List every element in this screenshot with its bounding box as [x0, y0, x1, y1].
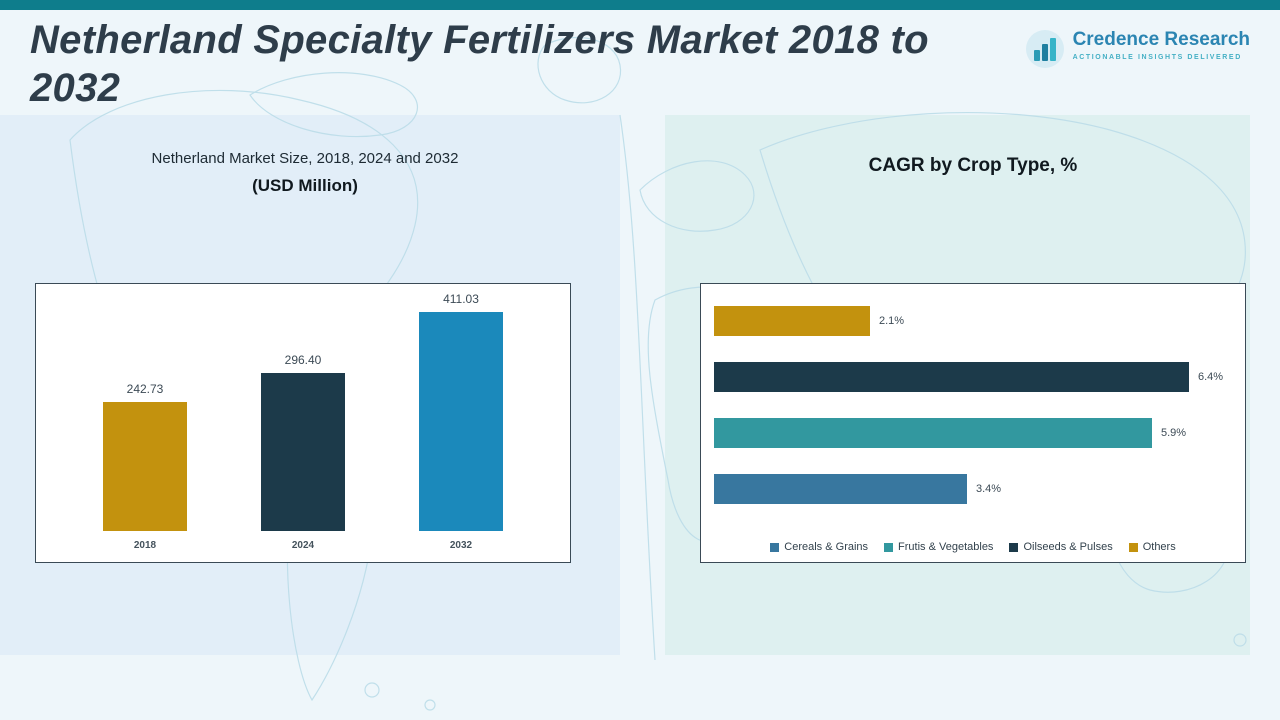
- bar: [103, 402, 187, 531]
- bar-value-label: 242.73: [126, 382, 164, 396]
- bar: [714, 306, 870, 336]
- bar: [714, 418, 1152, 448]
- bar-row: 6.4%: [714, 362, 1232, 392]
- bar-group: 242.73 2018: [103, 382, 187, 554]
- bar: [714, 362, 1189, 392]
- bar-row: 5.9%: [714, 418, 1232, 448]
- bar-group: 411.03 2032: [419, 292, 503, 554]
- bar: [261, 373, 345, 531]
- legend-label: Cereals & Grains: [784, 541, 869, 553]
- bar-value-label: 296.40: [284, 353, 322, 367]
- bar-value-label: 3.4%: [976, 483, 1002, 495]
- bar: [714, 474, 967, 504]
- market-size-chart-card: 242.73 2018 296.40 2024 411.03 2032: [35, 283, 571, 563]
- cagr-plot: 2.1% 6.4% 5.9% 3.4%: [714, 306, 1232, 530]
- bar-row: 3.4%: [714, 474, 1232, 504]
- brand-logo: Credence Research Actionable Insights De…: [1025, 29, 1250, 68]
- bar: [419, 312, 503, 531]
- bar-chart-logo-icon: [1025, 30, 1064, 68]
- brand-name: Credence Research: [1072, 29, 1250, 50]
- market-size-plot: 242.73 2018 296.40 2024 411.03 2032: [66, 292, 540, 554]
- legend-swatch: [884, 542, 894, 552]
- bar-group: 296.40 2024: [261, 353, 345, 554]
- legend-label: Others: [1142, 541, 1176, 553]
- cagr-chart-card: 2.1% 6.4% 5.9% 3.4% Cereals & Grains Frutis …: [700, 283, 1246, 563]
- brand-text: Credence Research Actionable Insights De…: [1072, 29, 1250, 61]
- cagr-legend: Cereals & Grains Frutis & Vegetables Oilse…: [701, 541, 1245, 553]
- bar-value-label: 2.1%: [879, 315, 905, 327]
- axis-tick-label: 2032: [449, 540, 473, 551]
- bar-value-label: 411.03: [443, 292, 479, 306]
- top-accent-bar: [0, 0, 1280, 10]
- axis-tick-label: 2024: [291, 540, 315, 551]
- legend-label: Oilseeds & Pulses: [1023, 541, 1113, 553]
- legend-item: Others: [1128, 541, 1176, 553]
- market-size-chart-subtitle: (USD Million): [252, 176, 358, 195]
- legend-label: Frutis & Vegetables: [898, 541, 994, 553]
- legend-item: Oilseeds & Pulses: [1009, 541, 1113, 553]
- bar-row: 2.1%: [714, 306, 1232, 336]
- brand-tagline: Actionable Insights Delivered: [1072, 53, 1242, 61]
- legend-swatch: [1128, 542, 1138, 552]
- axis-tick-label: 2018: [133, 540, 157, 551]
- legend-item: Frutis & Vegetables: [884, 541, 993, 553]
- page-title: Netherland Specialty Fertilizers Market …: [30, 18, 929, 110]
- legend-swatch: [770, 542, 780, 552]
- market-size-chart-title: Netherland Market Size, 2018, 2024 and 2…: [151, 150, 459, 167]
- bar-value-label: 5.9%: [1161, 427, 1187, 439]
- legend-swatch: [1009, 542, 1019, 552]
- cagr-chart-title: CAGR by Crop Type, %: [868, 155, 1078, 176]
- page-header: Netherland Specialty Fertilizers Market …: [30, 16, 1000, 112]
- bar-value-label: 6.4%: [1198, 371, 1224, 383]
- legend-item: Cereals & Grains: [770, 541, 868, 553]
